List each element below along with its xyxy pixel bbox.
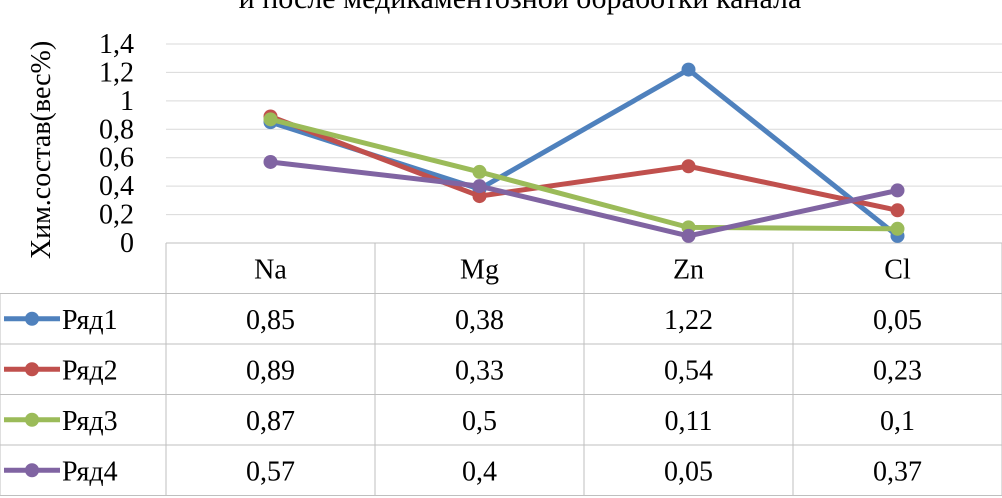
series-line: [269, 114, 899, 213]
table-row: Ряд1 0,85 0,38 1,22 0,05: [4, 305, 922, 336]
legend-entry: Ряд4: [62, 456, 118, 487]
table-cell-value: 0,57: [246, 456, 295, 487]
series-lines: [263, 62, 905, 243]
table-cell-value: 0,85: [246, 305, 295, 336]
legend-key-marker: [25, 412, 39, 427]
y-tick-label: 1,2: [99, 57, 134, 88]
y-tick-label: 0,6: [99, 143, 134, 174]
y-tick-label: 0,4: [99, 171, 134, 202]
series-4: [263, 154, 905, 243]
category-label-zn: Zn: [673, 254, 704, 285]
data-point: [681, 159, 696, 174]
legend-key-marker: [25, 311, 39, 326]
data-point: [890, 183, 905, 198]
table-cell-value: 1,22: [664, 305, 713, 336]
data-point: [681, 62, 696, 77]
y-tick-label: 1,4: [99, 29, 134, 60]
category-label-cl: Cl: [884, 254, 911, 285]
legend-entry: Ряд1: [62, 305, 118, 336]
table-cell-value: 0,11: [665, 406, 713, 437]
table-cell-value: 0,05: [664, 456, 713, 487]
table-row: Ряд3 0,87 0,5 0,11 0,1: [4, 406, 915, 437]
table-row: Ряд2 0,89 0,33 0,54 0,23: [4, 355, 922, 386]
table-cell-value: 0,5: [462, 406, 497, 437]
legend-key-marker: [25, 463, 39, 478]
table-cell-value: 0,87: [246, 406, 295, 437]
legend-key-marker: [25, 362, 39, 377]
category-label-mg: Mg: [460, 254, 499, 285]
data-point: [890, 221, 905, 236]
chart-title: и после медикаментозной обработки канала: [239, 0, 802, 15]
data-point: [263, 112, 278, 127]
y-tick-label: 0,2: [99, 200, 134, 231]
table-cell-value: 0,33: [455, 355, 504, 386]
table-cell-value: 0,37: [873, 456, 922, 487]
y-axis-label: Хим.состав(вес%): [26, 41, 57, 259]
series-2: [263, 109, 905, 218]
series-line: [269, 116, 898, 232]
category-label-na: Na: [254, 254, 287, 285]
table-cell-value: 0,89: [246, 355, 295, 386]
table-row: Ряд4 0,57 0,4 0,05 0,37: [4, 456, 922, 487]
table-cell-value: 0,54: [664, 355, 713, 386]
table-cell-value: 0,23: [873, 355, 922, 386]
data-point: [472, 179, 487, 194]
category-labels: Na Mg Zn Cl: [254, 254, 911, 285]
legend-entry: Ряд2: [62, 355, 118, 386]
table-cell-value: 0,38: [455, 305, 504, 336]
legend-entry: Ряд3: [62, 406, 118, 437]
data-table-grid: [0, 242, 1002, 496]
y-tick-label: 1: [120, 86, 134, 117]
y-tick-label: 0,8: [99, 114, 134, 145]
data-point: [472, 189, 487, 204]
table-cell-value: 0,1: [880, 406, 915, 437]
series-line: [270, 159, 899, 239]
y-axis-ticks: 00,20,40,60,811,21,4: [99, 29, 134, 259]
data-table: Ряд1 0,85 0,38 1,22 0,05 Ряд2 0,89 0,33 0,54 0,23…: [4, 305, 922, 487]
table-cell-value: 0,4: [462, 456, 497, 487]
y-tick-label: 0: [120, 228, 134, 259]
data-point: [472, 164, 487, 179]
data-point: [681, 228, 696, 243]
data-point: [890, 203, 905, 218]
data-point: [263, 154, 278, 169]
table-cell-value: 0,05: [873, 305, 922, 336]
